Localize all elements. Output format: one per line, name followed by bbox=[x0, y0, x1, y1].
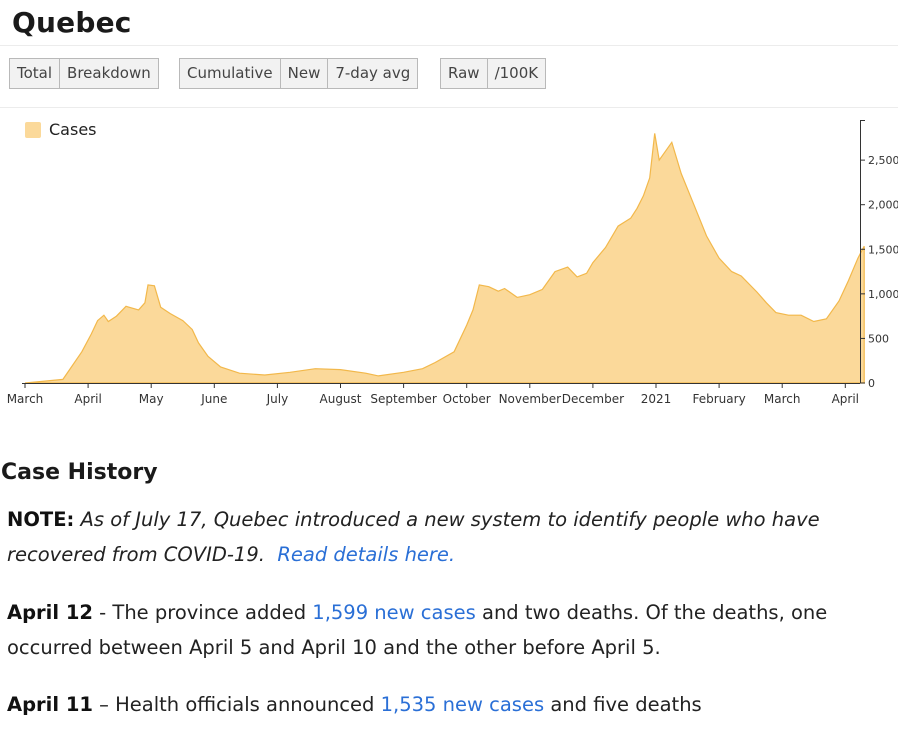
new-button[interactable]: New bbox=[280, 58, 329, 89]
x-tick-label: May bbox=[139, 392, 164, 406]
entry-text: – Health officials announced bbox=[92, 693, 381, 716]
x-tick-label: December bbox=[562, 392, 624, 406]
x-tick-label: February bbox=[693, 392, 746, 406]
new-cases-link[interactable]: 1,599 new cases bbox=[312, 601, 476, 624]
case-history-heading: Case History bbox=[1, 460, 158, 485]
read-details-link[interactable]: Read details here. bbox=[277, 543, 456, 566]
legend-label: Cases bbox=[49, 120, 97, 139]
x-tick-label: July bbox=[266, 392, 289, 406]
divider bbox=[0, 45, 898, 46]
x-tick-label: April bbox=[74, 392, 101, 406]
cumulative-button[interactable]: Cumulative bbox=[179, 58, 281, 89]
page-title: Quebec bbox=[12, 6, 132, 39]
entry-text: and two deaths. Of the deaths, one occur… bbox=[7, 601, 828, 659]
breakdown-button[interactable]: Breakdown bbox=[60, 58, 159, 89]
x-tick-label: October bbox=[443, 392, 491, 406]
chart-legend[interactable]: Cases bbox=[25, 120, 97, 139]
entry-date: April 11 bbox=[7, 693, 93, 716]
x-tick-label: September bbox=[370, 392, 436, 406]
y-tick-label: 1,000 bbox=[868, 288, 898, 301]
per-100k-button[interactable]: /100K bbox=[487, 58, 547, 89]
metric-toggle: Total Breakdown bbox=[9, 58, 159, 89]
seven-day-avg-button[interactable]: 7-day avg bbox=[328, 58, 419, 89]
note-text: As of July 17, Quebec introduced a new s… bbox=[7, 508, 820, 566]
x-tick-label: April bbox=[832, 392, 859, 406]
x-tick-label: March bbox=[764, 392, 801, 406]
entry-text: - The province added bbox=[92, 601, 313, 624]
x-tick-label: 2021 bbox=[641, 392, 672, 406]
divider bbox=[0, 107, 898, 108]
y-tick-label: 2,000 bbox=[868, 199, 898, 212]
cases-area bbox=[24, 133, 865, 384]
history-entry: April 12 - The province added 1,599 new … bbox=[7, 595, 887, 665]
x-tick-label: June bbox=[200, 392, 227, 406]
new-cases-link[interactable]: 1,535 new cases bbox=[380, 693, 545, 716]
y-tick-label: 1,500 bbox=[868, 243, 898, 256]
total-button[interactable]: Total bbox=[9, 58, 61, 89]
note-label: NOTE: bbox=[7, 508, 75, 531]
entry-text: and five deaths bbox=[544, 693, 702, 716]
note-paragraph: NOTE: As of July 17, Quebec introduced a… bbox=[7, 502, 887, 572]
x-tick-label: August bbox=[320, 392, 362, 406]
legend-swatch bbox=[25, 121, 41, 138]
cases-chart: March April May June July August September Octo… bbox=[7, 120, 898, 406]
x-tick-label: November bbox=[499, 392, 561, 406]
history-entry: April 11 – Health officials announced 1,… bbox=[7, 687, 887, 722]
raw-button[interactable]: Raw bbox=[440, 58, 488, 89]
x-tick-label: March bbox=[7, 392, 44, 406]
y-tick-label: 0 bbox=[868, 377, 875, 390]
mode-toggle: Cumulative New 7-day avg bbox=[179, 58, 419, 89]
y-tick-label: 500 bbox=[868, 332, 889, 345]
scale-toggle: Raw /100K bbox=[440, 58, 547, 89]
entry-date: April 12 bbox=[7, 601, 93, 624]
y-tick-label: 2,500 bbox=[868, 154, 898, 167]
